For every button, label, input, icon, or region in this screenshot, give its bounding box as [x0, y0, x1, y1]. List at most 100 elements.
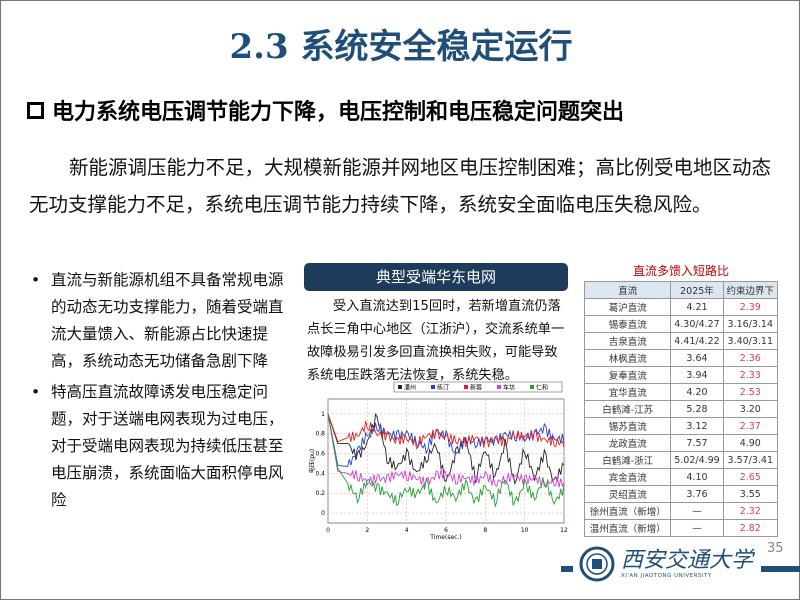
- x-tick-label: 10: [521, 527, 529, 534]
- table-cell: 锡泰直流: [583, 315, 672, 333]
- table-cell: 复奉直流: [583, 366, 672, 384]
- table-cell: 宾金直流: [583, 468, 672, 486]
- university-logo: 西安交通大学 XI'AN JIAOTONG UNIVERSITY: [579, 546, 753, 582]
- column-header: 2025年: [670, 281, 724, 299]
- table-cell: 3.57/3.41: [722, 451, 779, 469]
- table-cell: 3.55: [722, 485, 779, 503]
- table-cell: 2.33: [722, 366, 779, 384]
- table-cell: 3.64: [670, 349, 724, 367]
- legend-box: [393, 381, 563, 393]
- x-tick-label: 4: [405, 527, 409, 534]
- table-cell: 3.40/3.11: [722, 332, 779, 350]
- slide-title: 2.3 系统安全稳定运行: [229, 27, 573, 67]
- intro-paragraph: 新能源调压能力不足，大规模新能源并网地区电压控制困难；高比例受电地区动态无功支撑…: [29, 156, 772, 216]
- table-row: 复奉直流 3.94 2.33: [583, 366, 779, 384]
- bullet-item: • 直流与新能源机组不具备常规电源的动态无功支撑能力，随着受端直流大量馈入、新能源…: [31, 267, 296, 375]
- table-cell: 2.82: [722, 519, 779, 537]
- table-row: 林枫直流 3.64 2.36: [583, 349, 779, 367]
- table-row: 徐州直流（新增） —2.32: [583, 502, 779, 520]
- x-tick-label: 0: [326, 527, 330, 534]
- section-heading: 电力系统电压调节能力下降，电压控制和电压稳定问题突出: [27, 94, 624, 126]
- table-row: 灵绍直流 3.76 3.55: [583, 485, 779, 503]
- bullet-text: 特高压直流故障诱发电压稳定问题，对于送端电网表现为过电压，对于受端电网表现为持续…: [51, 383, 284, 509]
- table-row: 白鹤滩-江苏 5.28 3.20: [583, 400, 779, 418]
- x-tick-label: 2: [365, 527, 369, 534]
- table-cell: 白鹤滩-浙江: [583, 451, 672, 469]
- y-tick-label: 1: [321, 411, 325, 418]
- legend-marker: [398, 385, 402, 389]
- table-cell: 2.65: [722, 468, 779, 486]
- x-axis-label: Time(sec.): [429, 534, 461, 541]
- y-tick-label: 0.2: [315, 490, 325, 497]
- x-tick-label: 8: [483, 527, 487, 534]
- legend-marker: [464, 385, 468, 389]
- legend-marker: [497, 385, 501, 389]
- table-cell: 5.02/4.99: [670, 451, 724, 469]
- legend-label: 新蓉: [470, 384, 482, 392]
- legend-label: 车坊: [503, 384, 515, 392]
- table-row: 龙政直流 7.57 4.90: [583, 434, 779, 452]
- legend-marker: [431, 385, 435, 389]
- legend-label: 仁和: [536, 384, 548, 392]
- y-tick-label: 0.8: [315, 431, 325, 438]
- table-row: 锡泰直流 4.30/4.27 3.16/3.14: [583, 315, 779, 333]
- checkbox-bullet-icon: [27, 101, 44, 119]
- page-number: 35: [767, 541, 784, 556]
- series-line-1: [327, 412, 565, 486]
- bullet-text: 直流与新能源机组不具备常规电源的动态无功支撑能力，随着受端直流大量馈入、新能源占…: [51, 271, 284, 370]
- table-row: 宾金直流 4.10 2.65: [583, 468, 779, 486]
- table-row: 吉泉直流 4.41/4.22 3.40/3.11: [583, 332, 779, 350]
- table-cell: 2.36: [722, 349, 779, 367]
- y-tick-label: 0.6: [315, 451, 325, 458]
- table-cell: 4.20: [670, 383, 724, 401]
- series-line-3: [327, 413, 565, 450]
- table-cell: 5.28: [670, 400, 724, 418]
- table-cell: 3.20: [722, 400, 779, 418]
- section-heading-text: 电力系统电压调节能力下降，电压控制和电压稳定问题突出: [52, 100, 625, 125]
- y-tick-label: 0: [321, 510, 325, 517]
- table-cell: 2.39: [722, 298, 779, 316]
- table-cell: 7.57: [670, 434, 724, 452]
- bullet-dot-icon: •: [31, 271, 41, 289]
- table-cell: 龙政直流: [583, 434, 672, 452]
- series-line-4: [327, 413, 565, 488]
- table-row: 锡苏直流 3.12 2.37: [583, 417, 779, 435]
- university-seal-icon: [579, 546, 615, 582]
- legend-marker: [530, 385, 534, 389]
- table-cell: 2.37: [722, 417, 779, 435]
- y-axis-label: 电压(pu): [308, 449, 316, 473]
- table-cell: 3.94: [670, 366, 724, 384]
- table-cell: 4.10: [670, 468, 724, 486]
- table-cell: 宜华直流: [583, 383, 672, 401]
- table-row: 葛沪直流 4.21 2.39: [583, 298, 779, 316]
- column-header: 约束边界下: [722, 281, 779, 299]
- bullet-list: • 直流与新能源机组不具备常规电源的动态无功支撑能力，随着受端直流大量馈入、新能源…: [31, 267, 296, 518]
- table-cell: —: [670, 502, 724, 520]
- table-cell: 3.12: [670, 417, 724, 435]
- table-row: 宜华直流 4.20 2.53: [583, 383, 779, 401]
- y-tick-label: 0.4: [315, 470, 325, 477]
- table-cell: 2.53: [722, 383, 779, 401]
- legend-label: 潘州: [404, 384, 416, 392]
- x-tick-label: 12: [560, 527, 568, 534]
- table-row: 白鹤滩-浙江 5.02/4.99 3.57/3.41: [583, 451, 779, 469]
- university-name-cn: 西安交通大学: [621, 548, 754, 573]
- table-cell: 白鹤滩-江苏: [583, 400, 672, 418]
- table-cell: 温州直流（新增）: [583, 519, 672, 537]
- table-cell: 4.30/4.27: [670, 315, 724, 333]
- table-cell: 3.76: [670, 485, 724, 503]
- voltage-chart: 0 2 4 6 8 10 12 0 0.2 0.4 0.6 0.8 1 Time(sec.) 电压(pu) 潘…: [308, 381, 568, 541]
- panel-text: 受入直流达到15回时，若新增直流仍落点长三角中心地区（江浙沪），交流系统单一故障…: [307, 299, 565, 383]
- bullet-item: • 特高压直流故障诱发电压稳定问题，对于送端电网表现为过电压，对于受端电网表现为持…: [31, 379, 296, 514]
- table-cell: 3.16/3.14: [722, 315, 779, 333]
- table-cell: 4.21: [670, 298, 724, 316]
- footer-bar: [561, 566, 573, 572]
- legend-label: 练汀: [437, 384, 449, 392]
- university-name-en: XI'AN JIAOTONG UNIVERSITY: [621, 573, 712, 579]
- bullet-dot-icon: •: [31, 383, 41, 401]
- series-line-5: [327, 413, 565, 508]
- series-line-2: [327, 413, 565, 467]
- table-title: 直流多馈入短路比: [632, 264, 729, 278]
- table-cell: 葛沪直流: [583, 298, 672, 316]
- x-tick-label: 6: [444, 527, 448, 534]
